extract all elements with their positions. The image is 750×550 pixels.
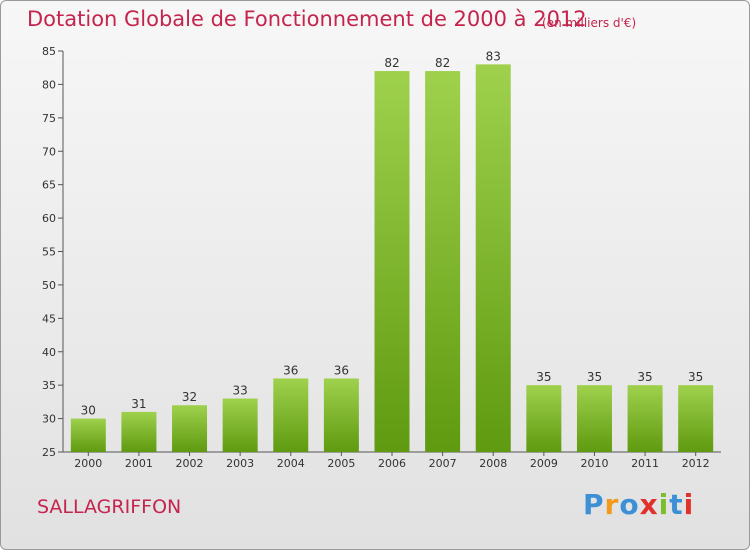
y-tick-label: 45 (42, 312, 56, 325)
logo-letter: i (683, 488, 695, 521)
data-label-2004: 36 (283, 363, 298, 377)
proxiti-logo[interactable]: Proxiti (583, 488, 694, 521)
y-tick-label: 65 (42, 179, 56, 192)
x-tick-label-2012: 2012 (682, 457, 710, 470)
bar-2010 (576, 385, 612, 452)
data-label-2012: 35 (688, 370, 703, 384)
bar-2001 (121, 411, 157, 452)
x-tick-label-2005: 2005 (327, 457, 355, 470)
x-tick-label-2011: 2011 (631, 457, 659, 470)
bar-2004 (273, 378, 309, 452)
logo-letter: t (669, 488, 684, 521)
y-tick-label: 75 (42, 112, 56, 125)
data-label-2005: 36 (334, 363, 349, 377)
bar-2000 (70, 418, 106, 452)
x-tick-label-2006: 2006 (378, 457, 406, 470)
bar-2008 (475, 64, 511, 452)
bar-2002 (172, 405, 208, 452)
chart-unit: (en milliers d'€) (542, 16, 637, 30)
bar-2006 (374, 71, 410, 453)
y-tick-label: 60 (42, 212, 56, 225)
y-tick-label: 85 (42, 45, 56, 58)
bar-2003 (222, 398, 258, 452)
x-tick-label-2001: 2001 (125, 457, 153, 470)
y-tick-label: 25 (42, 446, 56, 459)
data-label-2007: 82 (435, 56, 450, 70)
x-tick-label-2007: 2007 (429, 457, 457, 470)
y-tick-label: 55 (42, 246, 56, 259)
x-tick-label-2008: 2008 (479, 457, 507, 470)
bar-2011 (627, 385, 663, 452)
data-label-2002: 32 (182, 390, 197, 404)
bar-2007 (425, 71, 461, 453)
y-tick-label: 40 (42, 346, 56, 359)
logo-letter: r (604, 488, 620, 521)
bar-2012 (678, 385, 714, 452)
x-tick-label-2010: 2010 (580, 457, 608, 470)
data-label-2003: 33 (233, 384, 248, 398)
y-tick-label: 30 (42, 413, 56, 426)
y-tick-label: 35 (42, 379, 56, 392)
bar-2009 (526, 385, 562, 452)
x-tick-label-2000: 2000 (74, 457, 102, 470)
commune-name: SALLAGRIFFON (37, 496, 182, 518)
x-tick-label-2009: 2009 (530, 457, 558, 470)
data-label-2011: 35 (637, 370, 652, 384)
bar-2005 (323, 378, 359, 452)
x-tick-label-2003: 2003 (226, 457, 254, 470)
data-label-2008: 83 (486, 49, 501, 63)
data-label-2000: 30 (81, 404, 96, 418)
data-label-2009: 35 (536, 370, 551, 384)
logo-letter: o (619, 488, 640, 521)
data-label-2010: 35 (587, 370, 602, 384)
logo-letter: P (583, 488, 605, 521)
data-label-2001: 31 (131, 397, 146, 411)
data-label-2006: 82 (384, 56, 399, 70)
logo-letter: x (639, 488, 659, 521)
x-tick-label-2002: 2002 (176, 457, 204, 470)
y-tick-label: 50 (42, 279, 56, 292)
y-tick-label: 70 (42, 145, 56, 158)
chart-title: Dotation Globale de Fonctionnement de 20… (27, 7, 587, 31)
x-tick-label-2004: 2004 (277, 457, 305, 470)
logo-letter: i (658, 488, 670, 521)
y-tick-label: 80 (42, 78, 56, 91)
